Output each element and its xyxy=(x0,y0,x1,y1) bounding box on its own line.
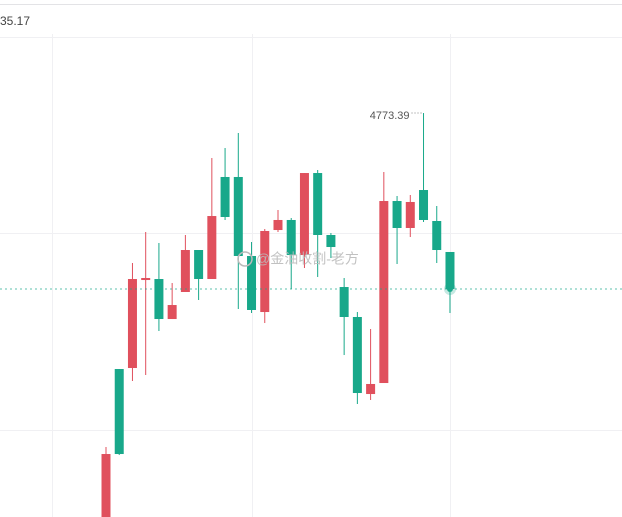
candle-body xyxy=(339,287,349,317)
candle-body xyxy=(286,219,296,256)
candle-body xyxy=(445,251,455,290)
annotation: 4773.39 xyxy=(370,110,410,122)
candle-body xyxy=(273,219,283,231)
candle-body xyxy=(154,279,164,320)
candle-body xyxy=(141,277,151,281)
candle-body xyxy=(167,305,177,320)
candle-body xyxy=(114,369,124,455)
candle-body xyxy=(194,250,204,280)
candle-body xyxy=(419,190,429,220)
candle-body xyxy=(326,234,336,248)
candle-body xyxy=(405,201,415,228)
candle-body xyxy=(432,220,442,251)
watermark-group: @金油收割-老方 xyxy=(237,251,359,267)
candle-body xyxy=(260,230,270,313)
candle-body xyxy=(101,454,111,517)
candle-body xyxy=(127,279,137,369)
candle-body xyxy=(207,216,217,280)
candle-body xyxy=(180,250,190,292)
candle-body xyxy=(247,255,257,310)
candle-body xyxy=(366,383,376,395)
watermark-icon xyxy=(237,251,253,267)
watermark: @金油收割-老方 xyxy=(256,251,359,267)
candle-body xyxy=(352,316,362,394)
header-price: 35.17 xyxy=(0,14,30,28)
candle-body xyxy=(233,176,243,256)
candle-body xyxy=(299,173,309,256)
candle-body xyxy=(313,173,323,235)
candle-body xyxy=(379,201,389,384)
candle-body xyxy=(392,201,402,228)
last-price-dot xyxy=(446,286,453,293)
candle-body xyxy=(220,176,230,217)
